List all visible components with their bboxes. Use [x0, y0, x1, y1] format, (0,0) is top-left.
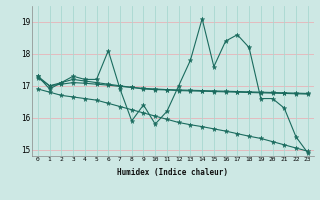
- X-axis label: Humidex (Indice chaleur): Humidex (Indice chaleur): [117, 168, 228, 177]
